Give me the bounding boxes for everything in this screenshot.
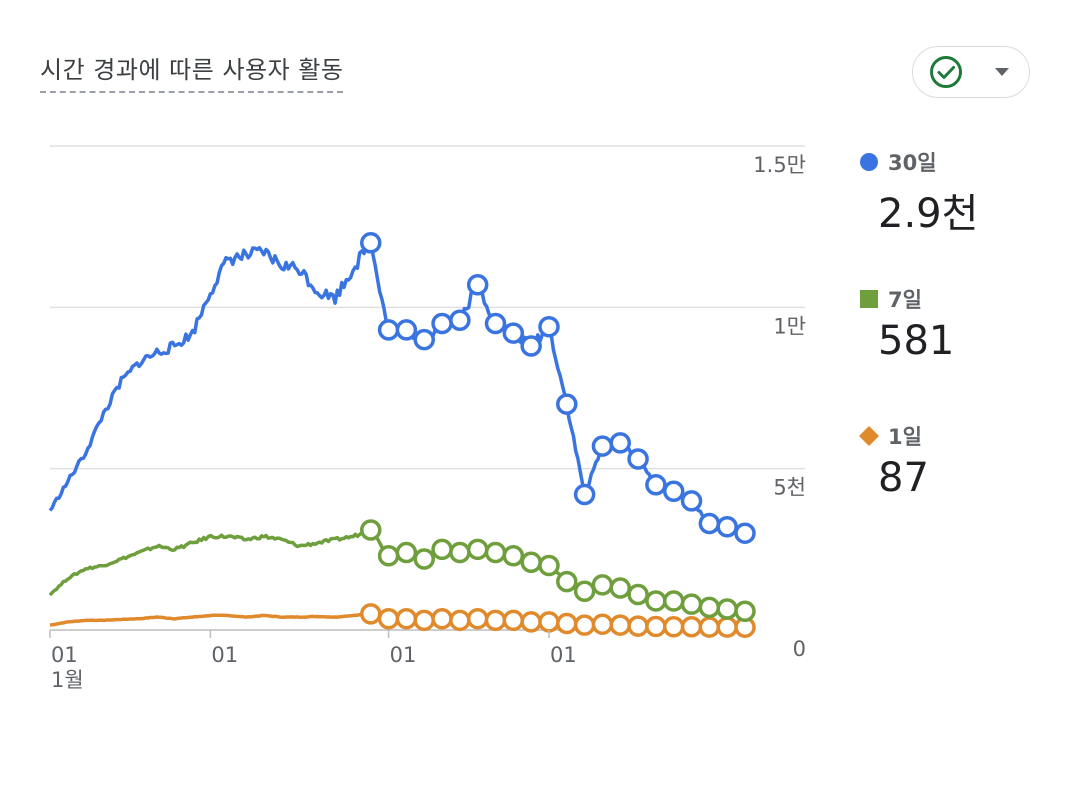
legend-label: 30일 (888, 151, 937, 175)
legend-label: 7일 (888, 288, 922, 312)
data-point (573, 483, 596, 506)
data-point (680, 593, 703, 615)
data-point (395, 541, 418, 564)
data-point (680, 490, 703, 512)
diamond-marker-icon (859, 426, 879, 446)
data-point (466, 273, 489, 296)
data-point (502, 545, 525, 567)
data-point (662, 480, 685, 503)
data-point (466, 538, 489, 561)
data-point (591, 435, 614, 457)
data-point (377, 319, 400, 341)
data-point (609, 614, 632, 636)
data-point (698, 596, 721, 619)
legend-value: 87 (878, 455, 929, 501)
legend-item-header: 30일 (858, 147, 978, 177)
legend-item: 30일 2.9천 (858, 147, 978, 239)
data-point (520, 335, 542, 357)
legend-label: 1일 (888, 425, 922, 449)
data-point (573, 580, 596, 603)
data-point (360, 519, 382, 541)
data-point (431, 312, 453, 335)
data-point (538, 315, 560, 338)
data-point (395, 607, 418, 630)
data-point (377, 545, 400, 567)
data-point (609, 432, 632, 454)
data-point (413, 609, 435, 632)
check-circle-icon (929, 55, 963, 89)
data-point (360, 603, 382, 625)
data-point (716, 616, 738, 638)
legend-value: 581 (878, 318, 955, 364)
data-point (698, 512, 721, 535)
data-point (627, 615, 649, 637)
caret-down-icon (993, 66, 1011, 78)
data-point (502, 322, 525, 344)
data-point (556, 570, 578, 593)
data-point (431, 538, 453, 561)
square-marker-icon (860, 290, 878, 308)
data-point (645, 590, 667, 612)
y-tick-label: 0 (793, 637, 806, 661)
data-point (645, 474, 667, 496)
data-point (662, 590, 685, 612)
y-tick-label: 1만 (773, 314, 806, 338)
legend-item: 7일 581 (858, 284, 954, 364)
data-point (573, 614, 596, 636)
data-point (591, 574, 614, 596)
data-point (591, 613, 614, 635)
data-point (449, 309, 471, 331)
data-point (413, 548, 435, 570)
data-point (662, 616, 685, 638)
data-point (734, 600, 756, 623)
data-point (431, 607, 453, 630)
data-point (716, 515, 738, 538)
data-point (395, 319, 418, 341)
data-point (538, 554, 560, 577)
y-tick-label: 5천 (773, 476, 806, 500)
data-point (520, 611, 542, 633)
data-point (449, 541, 471, 564)
x-tick-label: 01 (390, 643, 417, 667)
data-point (627, 583, 649, 606)
data-point (413, 328, 435, 351)
data-point (698, 616, 721, 638)
data-point (556, 393, 578, 415)
data-point (645, 615, 667, 638)
legend-item-header: 1일 (858, 421, 929, 451)
x-tick-label: 01 (550, 643, 577, 667)
data-point (538, 611, 560, 633)
legend-item: 1일 87 (858, 421, 929, 501)
series-line (48, 238, 747, 535)
card-title[interactable]: 시간 경과에 따른 사용자 활동 (40, 50, 344, 93)
data-point (520, 551, 542, 573)
data-point (627, 448, 649, 470)
chart-series (48, 232, 756, 638)
status-dropdown-button[interactable] (912, 46, 1030, 98)
data-point (734, 522, 756, 544)
data-point (716, 598, 738, 620)
data-point (449, 609, 471, 632)
legend-value: 2.9천 (878, 191, 979, 237)
data-point (484, 312, 507, 335)
data-point (680, 616, 703, 638)
data-point (502, 609, 525, 632)
data-point (484, 609, 507, 632)
data-point (360, 232, 382, 254)
data-point (466, 607, 489, 630)
legend-item-header: 7일 (858, 284, 954, 314)
y-tick-label: 1.5만 (753, 153, 806, 177)
data-point (484, 541, 507, 564)
x-tick-sublabel: 1월 (51, 668, 84, 692)
data-point (377, 607, 400, 630)
data-point (609, 577, 632, 599)
circle-marker-icon (860, 153, 878, 171)
x-tick-label: 01 (51, 643, 78, 667)
x-tick-label: 01 (211, 643, 238, 667)
data-point (556, 612, 578, 635)
